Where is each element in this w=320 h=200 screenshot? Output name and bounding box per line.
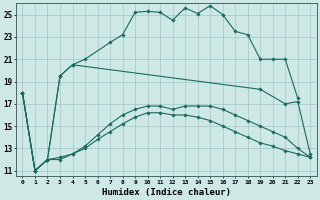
X-axis label: Humidex (Indice chaleur): Humidex (Indice chaleur) <box>102 188 231 197</box>
